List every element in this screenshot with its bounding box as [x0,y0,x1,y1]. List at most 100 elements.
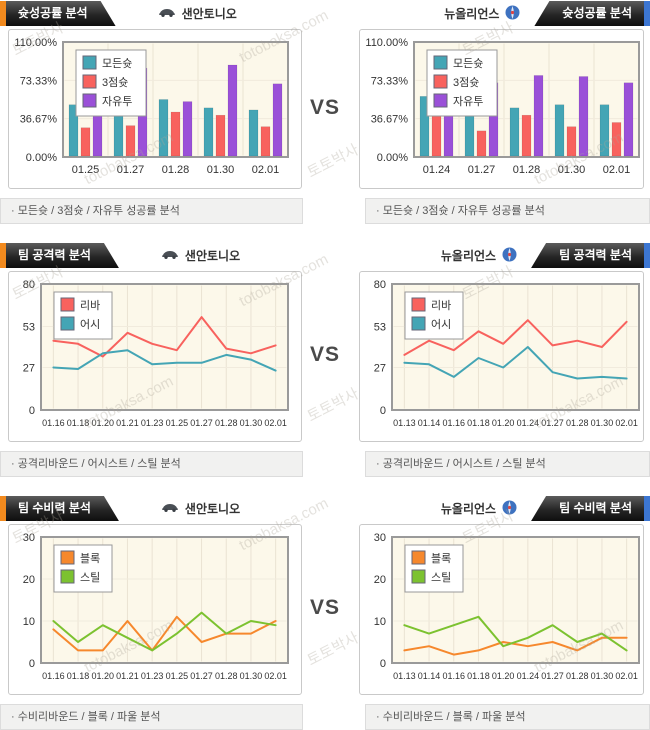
svg-text:모든슛: 모든슛 [102,57,132,70]
svg-text:01.18: 01.18 [467,418,490,428]
svg-text:3점슛: 3점슛 [102,76,128,89]
team-name-left: 샌안토니오 [184,502,241,516]
blue-accent-bar [644,496,650,521]
bar-chart-right: 0.00% 36.67% 73.33% 110.00% 01.24 01.27 01.28 0… [365,37,640,176]
svg-text:0: 0 [29,405,35,417]
footer-note-right: · 공격리바운드 / 어시스트 / 스틸 분석 [365,451,650,477]
svg-text:01.30: 01.30 [240,671,263,681]
svg-text:스틸: 스틸 [80,571,100,584]
svg-text:블록: 블록 [80,552,100,565]
right-column: 뉴올리언스 슛성공률 분석 0.00% 36.67% 73.33% 110.00% 01… [347,1,650,224]
svg-text:01.24: 01.24 [423,164,451,176]
svg-text:어시: 어시 [80,318,100,331]
section-title-right: 팀 수비력 분석 [531,496,644,521]
svg-text:0: 0 [380,405,386,417]
section-title-left: 슛성공률 분석 [6,1,116,26]
chart-container: 0.00% 36.67% 73.33% 110.00% 01.25 01.27 01.28 0… [8,29,302,189]
svg-text:01.28: 01.28 [566,418,589,428]
team-left: 샌안토니오 [119,496,303,521]
svg-text:01.25: 01.25 [72,164,100,176]
footer-note-right: · 수비리바운드 / 블록 / 파울 분석 [365,704,650,730]
svg-text:01.25: 01.25 [166,671,189,681]
left-header: 팀 수비력 분석 샌안토니오 [0,496,303,521]
svg-text:73.33%: 73.33% [20,75,58,87]
svg-text:80: 80 [374,279,386,291]
left-header: 팀 공격력 분석 샌안토니오 [0,243,303,268]
svg-text:30: 30 [374,532,386,544]
svg-text:01.24: 01.24 [517,671,540,681]
new-orleans-logo-icon [505,5,520,23]
svg-text:스틸: 스틸 [431,571,451,584]
svg-text:20: 20 [374,574,386,586]
section-shooting-analysis: 슛성공률 분석 샌안토니오 0.00% 36.67% 73.33% 110.00% 01… [0,1,650,224]
svg-text:모든슛: 모든슛 [453,57,483,70]
svg-text:01.18: 01.18 [467,671,490,681]
section-offense-analysis: 팀 공격력 분석 샌안토니오 0 27 53 80 01.16 01.18 01.20 01.… [0,243,650,477]
svg-text:자유투: 자유투 [453,95,483,108]
svg-text:01.13: 01.13 [393,418,416,428]
team-right: 뉴올리언스 [347,496,531,521]
chart-container: 0 10 20 30 01.13 01.14 01.16 01.18 01.20 01.24 01.… [359,524,644,695]
svg-text:10: 10 [23,616,35,628]
svg-text:01.30: 01.30 [240,418,263,428]
svg-text:01.30: 01.30 [558,164,586,176]
footer-note-right: · 모든슛 / 3점슛 / 자유투 성공률 분석 [365,198,650,224]
svg-text:20: 20 [23,574,35,586]
right-column: 뉴올리언스 팀 공격력 분석 0 27 53 80 01.13 01.14 01.16 01.… [347,243,650,477]
chart-container: 0.00% 36.67% 73.33% 110.00% 01.24 01.27 01.28 0… [359,29,644,189]
new-orleans-logo-icon [502,247,517,265]
svg-text:01.16: 01.16 [42,671,65,681]
section-title-left: 팀 공격력 분석 [6,243,119,268]
svg-text:01.27: 01.27 [190,671,213,681]
svg-text:01.24: 01.24 [517,418,540,428]
svg-text:리바: 리바 [80,299,100,312]
svg-text:80: 80 [23,279,35,291]
blue-accent-bar [644,243,650,268]
svg-text:02.01: 02.01 [603,164,631,176]
svg-text:01.27: 01.27 [468,164,496,176]
svg-text:27: 27 [23,362,35,374]
svg-text:0.00%: 0.00% [26,152,57,164]
vs-divider: VS [303,1,347,224]
left-column: 팀 공격력 분석 샌안토니오 0 27 53 80 01.16 01.18 01.20 01.… [0,243,303,477]
right-header: 뉴올리언스 팀 공격력 분석 [347,243,650,268]
section-defense-analysis: 팀 수비력 분석 샌안토니오 0 10 20 30 01.16 01.18 01.20 01.… [0,496,650,730]
orange-accent-bar [0,1,6,26]
svg-text:01.23: 01.23 [141,418,164,428]
svg-text:01.27: 01.27 [541,671,564,681]
svg-text:02.01: 02.01 [615,671,638,681]
svg-text:자유투: 자유투 [102,95,132,108]
svg-text:01.25: 01.25 [166,418,189,428]
svg-text:01.18: 01.18 [67,418,90,428]
svg-text:0.00%: 0.00% [377,152,408,164]
orange-accent-bar [0,243,6,268]
svg-text:블록: 블록 [431,552,451,565]
svg-text:01.20: 01.20 [492,418,515,428]
svg-text:36.67%: 36.67% [20,114,58,126]
team-name-right: 뉴올리언스 [440,502,497,516]
san-antonio-logo-icon [161,248,179,263]
svg-text:01.23: 01.23 [141,671,164,681]
svg-text:01.28: 01.28 [215,671,238,681]
svg-text:01.27: 01.27 [541,418,564,428]
svg-text:110.00%: 110.00% [365,37,408,49]
left-header: 슛성공률 분석 샌안토니오 [0,1,303,26]
chart-container: 0 27 53 80 01.13 01.14 01.16 01.18 01.20 01.24 01.… [359,271,644,442]
svg-text:110.00%: 110.00% [14,37,57,49]
svg-text:10: 10 [374,616,386,628]
vs-label: VS [309,343,340,366]
footer-note-left: · 수비리바운드 / 블록 / 파울 분석 [0,704,303,730]
footer-note-left: · 공격리바운드 / 어시스트 / 스틸 분석 [0,451,303,477]
svg-text:01.30: 01.30 [591,671,614,681]
san-antonio-logo-icon [158,6,176,21]
svg-text:27: 27 [374,362,386,374]
svg-text:01.30: 01.30 [591,418,614,428]
svg-text:01.21: 01.21 [116,418,139,428]
svg-text:53: 53 [23,322,35,334]
new-orleans-logo-icon [502,500,517,518]
blue-accent-bar [644,1,650,26]
orange-accent-bar [0,496,6,521]
